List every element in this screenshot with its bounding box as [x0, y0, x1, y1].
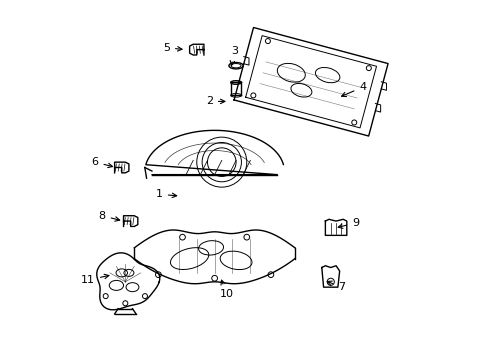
Text: 1: 1 [156, 189, 177, 199]
Ellipse shape [231, 94, 242, 97]
Text: 8: 8 [98, 211, 120, 221]
Text: 11: 11 [81, 274, 109, 285]
Ellipse shape [231, 81, 242, 84]
Text: 5: 5 [163, 43, 182, 53]
Text: 2: 2 [206, 96, 225, 107]
Text: 7: 7 [327, 281, 345, 292]
Text: 10: 10 [220, 280, 234, 299]
Text: 4: 4 [342, 82, 367, 96]
Text: 3: 3 [230, 46, 238, 65]
Text: 9: 9 [338, 218, 359, 228]
Text: 6: 6 [92, 157, 113, 168]
